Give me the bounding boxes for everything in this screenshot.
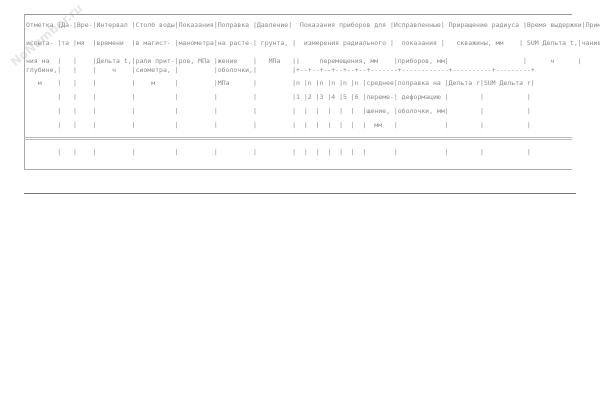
header-separator — [24, 137, 572, 140]
page-rule — [24, 193, 576, 194]
data-table — [24, 14, 573, 170]
table-header-line-3: ния на | | |Дельта t,|рали прит-|ров, МП… — [26, 57, 582, 65]
table-header-line-2: испыта- |та |мя |времени |в магист- |ман… — [26, 39, 600, 47]
table-header-line-8: | | | | | | | | | | | | | | мм | | | | — [26, 121, 531, 129]
table-bottom-border — [24, 169, 572, 170]
table-empty-row: | | | | | | | | | | | | | | | | | | — [26, 148, 531, 156]
table-header-line-5: м | | | | м | |МПа | |n |n |n |n |n |n |… — [26, 79, 535, 87]
table-top-border — [24, 14, 572, 15]
table-header-line-1: Отметка |Да-|Вре-|Интервал |Столб воды|П… — [26, 21, 600, 29]
table-header-line-4: глубине,| | | ч |сиометра, | |оболочки,|… — [26, 66, 535, 74]
table-header-line-6: | | | | | | | |1 |2 |3 |4 |5 |6 |переме-… — [26, 93, 531, 101]
table-header-line-7: | | | | | | | | | | | | | |щение, |оболо… — [26, 107, 531, 115]
